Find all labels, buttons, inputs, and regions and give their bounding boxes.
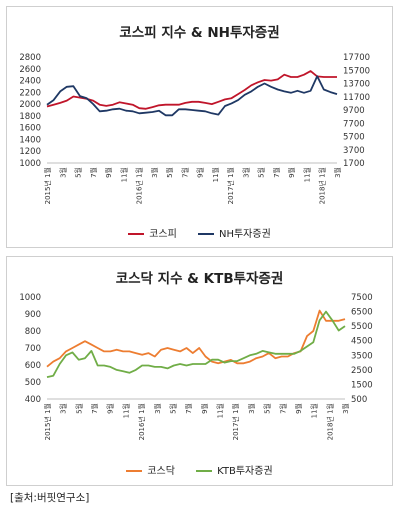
legend-swatch-ktb bbox=[196, 469, 213, 473]
y2-tick-label: 5500 bbox=[351, 322, 373, 332]
y2-tick-label: 1500 bbox=[351, 380, 373, 390]
x-tick-label: 3월 bbox=[247, 403, 256, 414]
x-tick-label: 2016년 1월 bbox=[137, 403, 146, 440]
x-tick-label: 3월 bbox=[58, 167, 67, 178]
y2-tick-label: 6500 bbox=[351, 308, 373, 318]
legend-swatch-kosdaq bbox=[126, 469, 143, 473]
x-tick-label: 7월 bbox=[89, 167, 98, 178]
y2-tick-label: 9700 bbox=[343, 106, 365, 116]
x-tick-label: 3월 bbox=[59, 403, 68, 414]
x-tick-label: 2018년 1월 bbox=[325, 403, 334, 440]
x-tick-label: 9월 bbox=[104, 167, 113, 178]
y2-tick-label: 3700 bbox=[343, 146, 365, 156]
y2-tick-label: 7500 bbox=[351, 293, 373, 303]
x-tick-label: 11월 bbox=[216, 403, 225, 418]
legend-item-ktb: KTB투자증권 bbox=[196, 462, 273, 477]
x-tick-label: 5월 bbox=[74, 167, 83, 178]
series-line-0 bbox=[46, 70, 337, 110]
x-tick-label: 5월 bbox=[74, 403, 83, 414]
y2-tick-label: 2500 bbox=[351, 366, 373, 376]
series-line-1 bbox=[46, 310, 346, 378]
y2-tick-label: 15700 bbox=[343, 66, 370, 76]
x-tick-label: 3월 bbox=[153, 403, 162, 414]
x-tick-label: 9월 bbox=[106, 403, 115, 414]
x-tick-label: 7월 bbox=[180, 167, 189, 178]
chart-title: 코스피 지수 & NH투자증권 bbox=[119, 25, 280, 41]
x-tick-label: 9월 bbox=[294, 403, 303, 414]
x-tick-label: 2016년 1월 bbox=[135, 167, 144, 204]
x-tick-label: 9월 bbox=[287, 167, 296, 178]
chart-title: 코스닥 지수 & KTB투자증권 bbox=[115, 271, 284, 287]
x-tick-label: 9월 bbox=[200, 403, 209, 414]
source-note: [출처:버핏연구소] bbox=[10, 492, 90, 504]
x-tick-label: 11월 bbox=[302, 167, 311, 182]
x-tick-label: 9월 bbox=[196, 167, 205, 178]
x-tick-label: 3월 bbox=[341, 403, 350, 414]
kospi-nh-plot: 1000120014001600180020002200240026002800… bbox=[19, 53, 370, 204]
x-tick-label: 2015년 1월 bbox=[43, 167, 52, 204]
x-tick-label: 7월 bbox=[278, 403, 287, 414]
y2-tick-label: 4500 bbox=[351, 337, 373, 347]
x-tick-label: 5월 bbox=[257, 167, 266, 178]
legend-item-nh: NH투자증권 bbox=[197, 225, 271, 240]
series-line-1 bbox=[46, 75, 338, 117]
x-tick-label: 11월 bbox=[211, 167, 220, 182]
kospi-nh-chart-panel: 코스피 지수 & NH투자증권 1000 1200 1400 1600 1800 2000… bbox=[6, 6, 393, 248]
y-tick-label: 2600 bbox=[19, 65, 41, 75]
y-tick-label: 1000 bbox=[19, 159, 41, 169]
y2-tick-label: 1700 bbox=[343, 159, 365, 169]
y-tick-label: 800 bbox=[25, 327, 41, 337]
kosdaq-ktb-plot: 400 500 600 700 800 900 1000 500 1500 2500 3500 450… bbox=[19, 293, 373, 440]
legend-swatch-nh bbox=[197, 232, 214, 236]
series-line-0 bbox=[46, 309, 346, 368]
y-tick-label: 600 bbox=[25, 361, 41, 371]
y2-tick-label: 11700 bbox=[343, 93, 370, 103]
y2-tick-label: 500 bbox=[351, 395, 367, 405]
y-tick-label: 700 bbox=[25, 344, 41, 354]
y-tick-label: 2400 bbox=[19, 77, 41, 87]
kosdaq-ktb-chart-panel: 코스닥 지수 & KTB투자증권 400 500 600 700 800 900 1000 5… bbox=[6, 256, 393, 486]
x-tick-label: 11월 bbox=[119, 167, 128, 182]
y-tick-label: 1800 bbox=[19, 112, 41, 122]
y-tick-label: 500 bbox=[25, 378, 41, 388]
x-tick-label: 3월 bbox=[150, 167, 159, 178]
x-tick-label: 5월 bbox=[165, 167, 174, 178]
x-tick-label: 2015년 1월 bbox=[43, 403, 52, 440]
y2-tick-label: 17700 bbox=[343, 53, 370, 63]
x-tick-label: 11월 bbox=[310, 403, 319, 418]
x-tick-label: 3월 bbox=[241, 167, 250, 178]
y-tick-label: 1200 bbox=[19, 147, 41, 157]
chart-legend: 코스닥 KTB투자증권 bbox=[7, 462, 392, 477]
x-tick-label: 2017년 1월 bbox=[226, 167, 235, 204]
legend-label: 코스닥 bbox=[147, 466, 175, 477]
y-tick-label: 1600 bbox=[19, 124, 41, 134]
x-tick-label: 5월 bbox=[263, 403, 272, 414]
legend-swatch-kospi bbox=[128, 232, 145, 236]
legend-label: 코스피 bbox=[149, 229, 177, 240]
y-tick-label: 1400 bbox=[19, 135, 41, 145]
y-tick-label: 900 bbox=[25, 310, 41, 320]
legend-item-kospi: 코스피 bbox=[128, 225, 177, 240]
x-tick-label: 2017년 1월 bbox=[231, 403, 240, 440]
y-tick-label: 2000 bbox=[19, 100, 41, 110]
y-tick-label: 2800 bbox=[19, 53, 41, 63]
x-tick-label: 11월 bbox=[121, 403, 130, 418]
y2-tick-label: 7700 bbox=[343, 119, 365, 129]
legend-label: KTB투자증권 bbox=[217, 466, 273, 477]
x-tick-label: 5월 bbox=[168, 403, 177, 414]
x-tick-label: 2018년 1월 bbox=[318, 167, 327, 204]
y-tick-label: 1000 bbox=[19, 293, 41, 303]
chart-legend: 코스피 NH투자증권 bbox=[7, 225, 392, 240]
y2-tick-label: 3500 bbox=[351, 351, 373, 361]
x-tick-label: 7월 bbox=[272, 167, 281, 178]
y2-tick-label: 5700 bbox=[343, 133, 365, 143]
x-tick-label: 3월 bbox=[333, 167, 342, 178]
y-tick-label: 2200 bbox=[19, 88, 41, 98]
legend-label: NH투자증권 bbox=[218, 229, 271, 240]
y2-tick-label: 13700 bbox=[343, 80, 370, 90]
x-tick-label: 7월 bbox=[90, 403, 99, 414]
y-tick-label: 400 bbox=[25, 395, 41, 405]
x-tick-label: 7월 bbox=[184, 403, 193, 414]
legend-item-kosdaq: 코스닥 bbox=[126, 462, 175, 477]
